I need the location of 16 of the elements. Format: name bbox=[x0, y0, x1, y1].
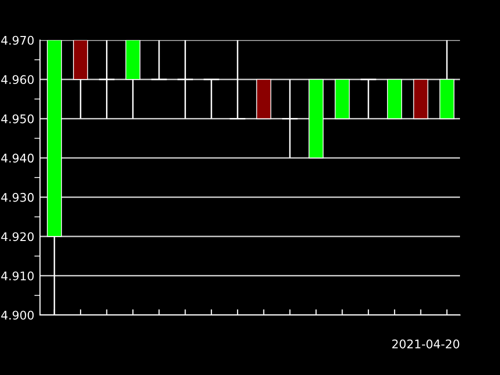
candlestick bbox=[151, 40, 167, 80]
y-tick-label: 4.950 bbox=[1, 114, 34, 124]
y-tick-label: 4.900 bbox=[1, 310, 34, 320]
y-tick-label: 4.940 bbox=[1, 154, 34, 163]
candlestick bbox=[360, 78, 376, 120]
y-tick-label: 4.930 bbox=[1, 192, 34, 202]
candlestick bbox=[282, 78, 298, 159]
candlestick bbox=[177, 40, 193, 120]
y-tick-label: 4.920 bbox=[1, 232, 34, 242]
candlestick bbox=[204, 78, 220, 120]
y-tick-label: 4.960 bbox=[1, 75, 34, 84]
y-tick-label: 4.970 bbox=[1, 36, 34, 45]
x-axis-title: 2021-04-20 bbox=[392, 340, 460, 348]
y-tick-label: 4.910 bbox=[1, 271, 34, 280]
candlestick bbox=[98, 40, 114, 120]
candlestick bbox=[230, 40, 246, 120]
